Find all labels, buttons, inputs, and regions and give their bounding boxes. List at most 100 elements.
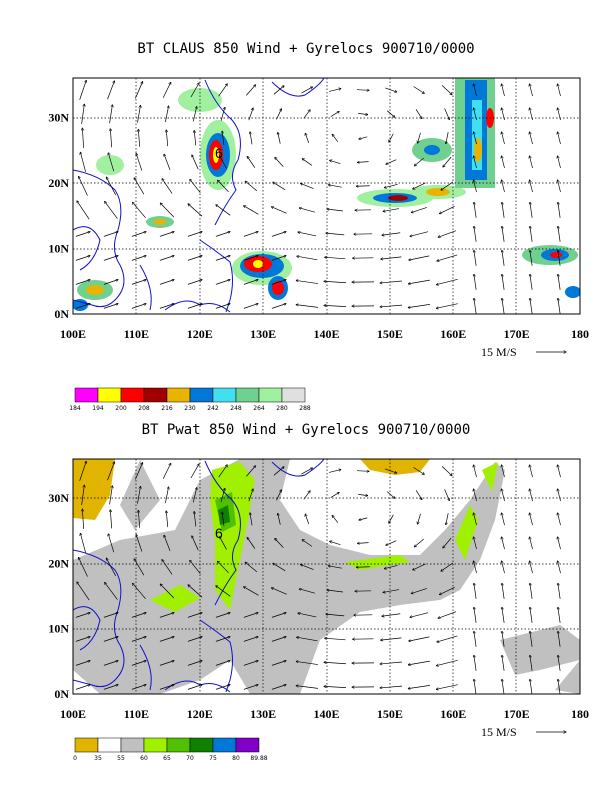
- cloud-blob-southeast: [522, 245, 580, 298]
- bottom-colorbar-label: 60: [140, 755, 148, 762]
- bottom-plot-frame: [72, 458, 581, 695]
- bottom-wind-vector: [246, 466, 255, 477]
- bottom-wind-vector: [415, 490, 422, 499]
- top-wind-vector: [296, 305, 318, 308]
- top-x-tick-label: 160E: [440, 327, 466, 341]
- top-wind-vector: [501, 132, 505, 145]
- top-wind-vector: [557, 156, 561, 169]
- bottom-wind-vector: [330, 541, 341, 546]
- top-colorbar-swatch: [235, 387, 260, 403]
- bottom-wind-vector: [110, 510, 113, 529]
- bottom-wind-vector: [530, 607, 533, 623]
- top-wind-vector: [300, 183, 314, 189]
- bottom-wind-vector: [558, 679, 561, 694]
- top-wind-vector: [530, 298, 533, 314]
- top-wind-vector: [137, 105, 140, 123]
- top-wind-vector: [136, 153, 143, 171]
- bottom-wind-vector: [557, 513, 561, 526]
- top-wind-vector: [109, 105, 113, 124]
- top-wind-vector: [501, 84, 505, 97]
- bottom-wind-vector: [159, 685, 174, 690]
- top-colorbar-swatch: [120, 387, 145, 403]
- bottom-wind-vector: [194, 511, 197, 527]
- bottom-wind-vector: [79, 461, 87, 481]
- top-wind-vector: [380, 280, 402, 283]
- bottom-wind-vector: [192, 536, 199, 551]
- bottom-wind-vector: [473, 561, 477, 574]
- bottom-wind-vector: [502, 583, 505, 599]
- bottom-wind-vector: [413, 467, 425, 475]
- top-wind-vector: [356, 186, 370, 187]
- top-wind-vector: [474, 298, 477, 314]
- top-wind-vector: [215, 256, 230, 261]
- top-wind-vector: [389, 133, 394, 142]
- top-x-tick-label: 120E: [187, 327, 213, 341]
- bottom-x-tick-label: 180: [571, 707, 589, 721]
- top-wind-vector: [75, 256, 90, 261]
- top-wind-vector: [408, 279, 430, 284]
- top-wind-vector: [103, 304, 118, 309]
- top-colorbar-swatch: [97, 387, 122, 403]
- top-wind-vector: [305, 133, 310, 144]
- top-wind-vector: [131, 280, 146, 285]
- bottom-x-tick-label: 160E: [440, 707, 466, 721]
- top-wind-vector: [324, 281, 346, 284]
- axis-labels: 100E 110E 120E 130E 140E 150E 160E 170E 180 0N 10N…: [48, 110, 589, 721]
- bottom-wind-vector: [215, 661, 230, 666]
- top-wind-vector: [220, 107, 225, 121]
- top-gyre-marker: 6: [215, 145, 223, 161]
- bottom-wind-vector: [558, 583, 561, 599]
- top-wind-vector: [187, 304, 202, 309]
- top-wind-vector: [357, 162, 369, 163]
- top-colorbar-label: 194: [92, 405, 104, 412]
- bottom-wind-vector: [220, 488, 225, 502]
- top-wind-vector: [82, 128, 84, 148]
- bottom-wind-vector: [273, 467, 284, 476]
- top-wind-vector: [529, 156, 533, 169]
- bottom-wind-vector: [77, 582, 90, 601]
- top-wind-vector: [411, 207, 427, 212]
- top-wind-vector: [474, 274, 477, 290]
- bottom-wind-vector: [557, 561, 561, 574]
- top-wind-vector: [529, 132, 533, 145]
- top-wind-vector: [247, 156, 256, 168]
- top-wind-vector: [330, 111, 339, 117]
- top-wind-vector: [502, 298, 505, 314]
- bottom-wind-vector: [278, 513, 281, 525]
- top-wind-vector: [138, 129, 141, 147]
- bottom-wind-vector: [301, 468, 312, 475]
- top-wind-vector: [325, 257, 346, 260]
- bottom-colorbar-swatch: [74, 737, 99, 753]
- bottom-wind-vector: [389, 514, 394, 523]
- top-wind-vector: [79, 80, 87, 100]
- bottom-wind-vector: [103, 685, 118, 690]
- bottom-wind-vector: [162, 463, 171, 479]
- top-wind-vector: [187, 232, 202, 237]
- top-x-tick-label: 170E: [504, 327, 530, 341]
- bottom-wind-vector: [358, 494, 368, 495]
- bottom-wind-vector: [137, 486, 141, 504]
- bottom-wind-vector: [132, 583, 146, 600]
- bottom-wind-vector: [192, 488, 196, 503]
- top-wind-vector: [273, 86, 284, 95]
- top-wind-vector: [299, 208, 315, 213]
- bottom-colorbar-swatch: [212, 737, 237, 753]
- top-wind-vector: [502, 274, 505, 290]
- bottom-wind-vector: [444, 489, 450, 500]
- claus-chart-panel: 6: [72, 77, 581, 315]
- bottom-wind-vector: [75, 613, 90, 618]
- bottom-wind-vector: [300, 564, 314, 570]
- top-wind-vector: [297, 256, 318, 261]
- bottom-wind-vector: [474, 655, 477, 671]
- bottom-colorbar-label: 89.88: [250, 755, 267, 762]
- top-wind-vector: [105, 201, 118, 219]
- top-wind-vector: [501, 108, 505, 121]
- top-wind-vector: [162, 82, 171, 98]
- top-reference-label: 15 M/S: [481, 345, 517, 359]
- cloud-band-east: [455, 78, 495, 188]
- bottom-wind-vector: [438, 611, 457, 619]
- top-wind-vector: [75, 304, 90, 309]
- bottom-colorbar-swatch: [189, 737, 214, 753]
- top-chart-title: BT CLAUS 850 Wind + Gyrelocs 900710/0000: [137, 41, 475, 57]
